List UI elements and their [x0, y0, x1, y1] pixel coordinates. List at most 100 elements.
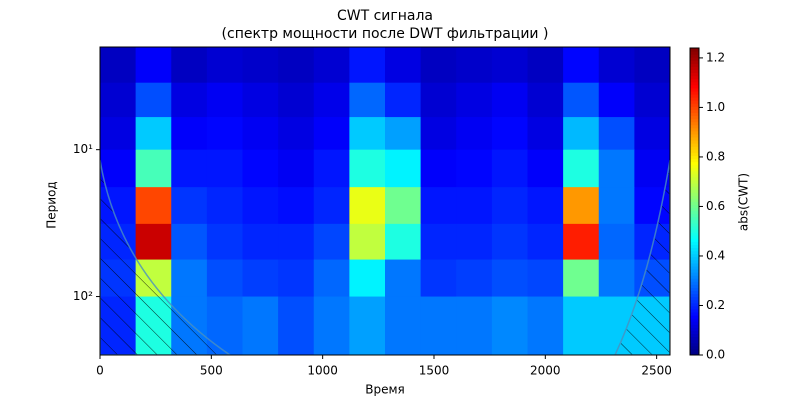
- colorbar-step: [690, 229, 699, 233]
- colorbar-step: [690, 97, 699, 101]
- colorbar-tick-label: 0.0: [706, 348, 725, 362]
- x-tick-label: 1500: [419, 364, 450, 378]
- heatmap-cell: [385, 187, 422, 225]
- heatmap-cell: [420, 47, 457, 84]
- colorbar-step: [690, 69, 699, 74]
- heatmap-cell: [242, 296, 279, 355]
- colorbar-step: [690, 103, 699, 107]
- colorbar-label: abs(CWT): [737, 173, 751, 231]
- heatmap-cell: [242, 259, 279, 298]
- colorbar-tick-label: 0.4: [706, 248, 725, 262]
- chart-title: CWT сигнала: [337, 8, 433, 24]
- colorbar-step: [690, 66, 699, 70]
- heatmap-cell: [171, 117, 208, 151]
- heatmap-cell: [491, 47, 528, 84]
- heatmap-cell: [598, 259, 635, 298]
- colorbar-step: [690, 127, 699, 132]
- colorbar-step: [690, 130, 699, 135]
- colorbar-step: [690, 265, 699, 270]
- heatmap-cell: [171, 47, 208, 84]
- colorbar-step: [690, 158, 699, 163]
- colorbar-step: [690, 348, 699, 353]
- colorbar-step: [690, 189, 699, 193]
- heatmap-cell: [456, 47, 493, 84]
- heatmap-cell: [385, 82, 422, 118]
- heatmap-cell: [206, 149, 243, 188]
- colorbar-step: [690, 201, 699, 206]
- plot-frame: [99, 46, 671, 356]
- y-tick-label: 10²: [73, 289, 93, 303]
- heatmap-cell: [278, 187, 315, 225]
- heatmap-cell: [349, 259, 386, 298]
- heatmap-cell: [527, 223, 564, 261]
- heatmap-cell: [563, 187, 600, 225]
- heatmap-cell: [349, 117, 386, 151]
- heatmap-cell: [563, 259, 600, 298]
- heatmap-cell: [563, 82, 600, 118]
- heatmap-cell: [598, 117, 635, 151]
- colorbar-step: [690, 308, 699, 313]
- heatmap-cell: [598, 47, 635, 84]
- colorbar-step: [690, 207, 699, 212]
- heatmap-cell: [420, 82, 457, 118]
- heatmap-cell: [385, 117, 422, 151]
- heatmap-cell: [420, 223, 457, 261]
- heatmap-cell: [278, 47, 315, 84]
- heatmap-cell: [135, 117, 172, 151]
- colorbar-step: [690, 219, 699, 224]
- colorbar-step: [690, 124, 699, 129]
- colorbar-step: [690, 342, 699, 347]
- colorbar-step: [690, 72, 699, 77]
- colorbar-step: [690, 241, 699, 245]
- heatmap-cell: [242, 149, 279, 188]
- heatmap-cell: [313, 149, 350, 188]
- colorbar-step: [690, 48, 699, 52]
- colorbar-step: [690, 90, 699, 95]
- heatmap-cell: [171, 149, 208, 188]
- heatmap-cell: [278, 223, 315, 261]
- heatmap-cell: [242, 187, 279, 225]
- colorbar-step: [690, 63, 699, 67]
- colorbar-step: [690, 183, 699, 187]
- colorbar-step: [690, 155, 699, 160]
- heatmap-cell: [313, 47, 350, 84]
- colorbar-step: [690, 121, 699, 126]
- colorbar-step: [690, 327, 699, 331]
- heatmap-cell: [135, 47, 172, 84]
- heatmap-cell: [563, 223, 600, 261]
- colorbar-step: [690, 222, 699, 227]
- colorbar-step: [690, 176, 699, 181]
- heatmap-cell: [634, 82, 670, 118]
- colorbar-step: [690, 247, 699, 252]
- colorbar-step: [690, 94, 699, 98]
- heatmap-cell: [563, 117, 600, 151]
- heatmap-cell: [598, 187, 635, 225]
- colorbar-step: [690, 293, 699, 298]
- chart-subtitle: (спектр мощности после DWT фильтрации ): [222, 26, 549, 42]
- colorbar-step: [690, 170, 699, 175]
- heatmap-cell: [242, 47, 279, 84]
- colorbar-step: [690, 57, 699, 61]
- colorbar-step: [690, 109, 699, 113]
- colorbar-step: [690, 152, 699, 156]
- heatmap-cell: [598, 149, 635, 188]
- heatmap-cell: [206, 223, 243, 261]
- heatmap-cell: [242, 223, 279, 261]
- heatmap-cell: [385, 296, 422, 355]
- colorbar-step: [690, 244, 699, 249]
- heatmap-cell: [491, 117, 528, 151]
- colorbar-step: [690, 305, 699, 310]
- colorbar-step: [690, 213, 699, 218]
- x-tick-label: 500: [200, 364, 223, 378]
- heatmap-cell: [100, 149, 137, 188]
- heatmap-cell: [242, 82, 279, 118]
- colorbar-tick-label: 0.2: [706, 298, 725, 312]
- heatmap-cell: [420, 259, 457, 298]
- heatmap-cell: [349, 47, 386, 84]
- cone-of-influence: [100, 159, 670, 355]
- colorbar-step: [690, 118, 699, 123]
- colorbar-step: [690, 259, 699, 264]
- heatmap-cell: [491, 259, 528, 298]
- heatmap-cell: [313, 117, 350, 151]
- colorbar-step: [690, 345, 699, 350]
